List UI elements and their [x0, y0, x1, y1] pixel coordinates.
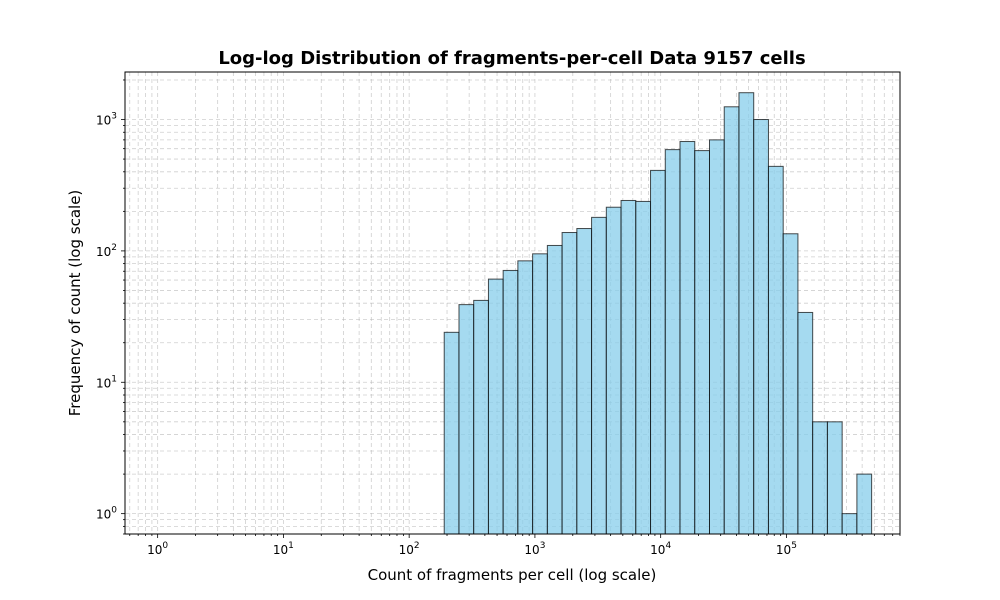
histogram-bar	[708, 139, 725, 535]
histogram-bar	[650, 169, 666, 535]
x-axis-label: Count of fragments per cell (log scale)	[368, 566, 657, 584]
y-tick-label: 101	[96, 374, 117, 390]
y-tick-label: 103	[96, 112, 117, 128]
x-tick-label: 103	[524, 541, 545, 557]
histogram-bars	[443, 92, 873, 535]
histogram-bar	[502, 269, 519, 535]
histogram-bar	[473, 299, 489, 535]
x-tick-label: 104	[650, 541, 671, 557]
y-tick-label: 100	[96, 506, 117, 522]
histogram-bar	[664, 149, 681, 535]
histogram-bar	[723, 106, 740, 535]
y-axis-label: Frequency of count (log scale)	[66, 190, 84, 417]
axis-ticks: 100 101 102 103 104 105 100 101 102 103	[96, 79, 901, 557]
histogram-bar	[458, 304, 475, 535]
histogram-bar	[767, 165, 784, 535]
histogram-bar	[546, 244, 563, 535]
histogram-bar	[532, 253, 548, 535]
histogram-bar	[679, 141, 696, 535]
y-tick-label: 102	[96, 243, 117, 259]
histogram-bar	[620, 199, 637, 535]
histogram-bar	[782, 233, 799, 535]
histogram-bar	[738, 92, 755, 535]
histogram-bar	[841, 513, 858, 535]
histogram-bar	[635, 200, 652, 535]
x-tick-label: 100	[147, 541, 168, 557]
x-tick-label: 105	[776, 541, 797, 557]
histogram-bar	[694, 150, 710, 535]
histogram-bar	[561, 232, 578, 535]
histogram-bar	[826, 421, 843, 535]
x-tick-label: 102	[399, 541, 420, 557]
histogram-bar	[856, 473, 873, 535]
histogram-bar	[797, 311, 814, 535]
histogram-bar	[605, 206, 622, 535]
histogram-bar	[443, 331, 460, 535]
histogram-bar	[753, 119, 769, 535]
x-tick-label: 101	[273, 541, 294, 557]
histogram-bar	[591, 216, 607, 535]
histogram-bar	[517, 260, 534, 535]
histogram-bar	[812, 421, 828, 535]
histogram-bar	[576, 228, 593, 535]
histogram-bar	[487, 278, 504, 535]
chart-title: Log-log Distribution of fragments-per-ce…	[218, 48, 805, 69]
